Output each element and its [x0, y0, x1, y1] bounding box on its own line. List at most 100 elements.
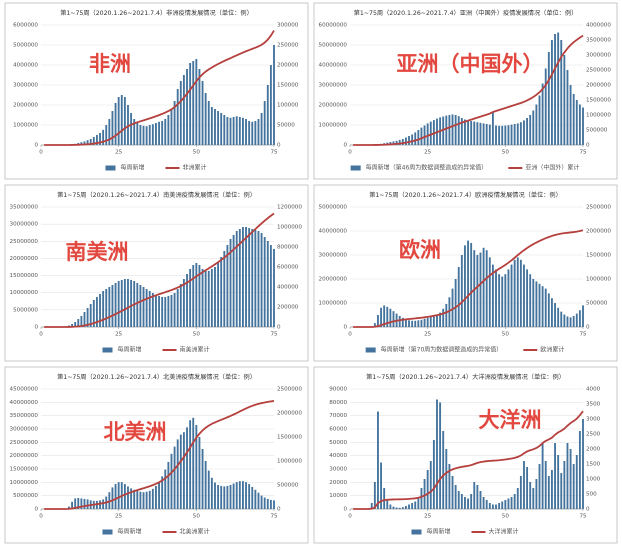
bar	[136, 123, 139, 145]
bar	[207, 271, 210, 327]
bar	[566, 443, 569, 509]
bar	[210, 477, 213, 509]
bar	[139, 491, 142, 509]
bar	[451, 476, 454, 509]
bar	[380, 307, 382, 327]
bar	[214, 482, 216, 509]
x-tick-label: 50	[193, 514, 201, 520]
chart-panel: 第1~75周（2020.1.26~2021.7.4）亚洲（中国外）疫情发展情况（…	[313, 2, 618, 180]
bar	[498, 503, 501, 509]
x-tick-label: 75	[270, 332, 278, 338]
bar	[102, 129, 105, 145]
bar	[136, 490, 139, 509]
bar	[176, 89, 179, 145]
bar	[501, 501, 504, 509]
bar	[513, 259, 516, 327]
bar	[448, 464, 451, 509]
bar	[273, 249, 275, 327]
bar	[220, 257, 223, 327]
chart-panel: 第1~75周（2020.1.26~2021.7.4）非洲疫情发展情况（单位：例）…	[4, 2, 309, 180]
bar	[479, 122, 482, 145]
y2-tick-label: 2500000	[586, 68, 611, 74]
y-tick-label: 10000000	[10, 290, 39, 296]
bar	[370, 503, 373, 509]
bar	[223, 115, 226, 145]
bar	[235, 116, 238, 145]
bar	[501, 125, 504, 145]
bar	[217, 111, 220, 145]
bar	[563, 55, 566, 145]
bar	[547, 293, 550, 327]
bar	[242, 117, 244, 145]
bar	[491, 504, 494, 509]
bar	[189, 63, 192, 145]
bar	[411, 503, 414, 509]
bar	[476, 122, 479, 145]
bar	[269, 245, 272, 327]
bar	[473, 121, 476, 145]
y2-tick-label: 3000	[586, 417, 601, 423]
bar	[408, 504, 410, 509]
annotation: 大洋洲	[479, 408, 542, 432]
bar	[417, 130, 420, 145]
bar	[273, 45, 275, 145]
bar	[235, 482, 238, 509]
bar	[377, 315, 379, 327]
bar	[201, 269, 204, 327]
bar	[578, 431, 581, 509]
bar	[123, 279, 126, 327]
bar	[127, 486, 129, 509]
x-tick-label: 50	[502, 514, 510, 520]
bar	[395, 507, 398, 509]
y-tick-label: 2000000	[13, 103, 38, 109]
bar	[130, 113, 133, 145]
bar	[248, 121, 251, 145]
x-tick-label: 75	[270, 514, 278, 520]
bar	[526, 118, 529, 145]
bar	[389, 504, 392, 509]
y2-tick-label: 0	[277, 325, 281, 331]
bar	[220, 485, 223, 509]
bar	[417, 497, 420, 509]
bar	[578, 104, 581, 145]
y-tick-label: 15000000	[10, 273, 39, 279]
bar	[170, 295, 173, 327]
bar	[554, 303, 556, 327]
bar	[395, 140, 398, 145]
bar	[155, 485, 157, 509]
bar	[544, 68, 547, 145]
y2-tick-label: 1000000	[277, 459, 302, 465]
bar	[569, 317, 572, 327]
y2-tick-label: 1200000	[277, 205, 302, 211]
bar	[436, 399, 438, 509]
bar	[201, 81, 204, 145]
y2-tick-label: 2500000	[586, 205, 611, 211]
bar	[198, 265, 201, 327]
bar	[383, 305, 386, 327]
bar	[432, 315, 435, 327]
panel-frame	[313, 366, 618, 544]
y2-tick-label: 2000000	[586, 83, 611, 89]
y2-tick-label: 1500	[586, 462, 601, 468]
y2-tick-label: 400000	[277, 285, 299, 291]
bar	[535, 281, 538, 327]
bar	[155, 123, 157, 145]
bar	[476, 485, 479, 509]
bar	[460, 118, 463, 145]
bar	[142, 492, 145, 509]
bar	[204, 461, 207, 509]
bar	[148, 490, 151, 509]
bar	[80, 316, 83, 327]
bar	[429, 461, 432, 509]
bar	[507, 269, 510, 327]
bar	[420, 488, 423, 509]
x-tick-label: 0	[348, 332, 352, 338]
bar	[95, 297, 98, 327]
bar	[482, 247, 485, 327]
y-tick-label: 5000000	[13, 43, 38, 49]
bar	[535, 104, 538, 145]
bar	[235, 231, 238, 327]
bar	[467, 240, 469, 327]
bar	[251, 229, 254, 327]
bar	[392, 311, 395, 327]
